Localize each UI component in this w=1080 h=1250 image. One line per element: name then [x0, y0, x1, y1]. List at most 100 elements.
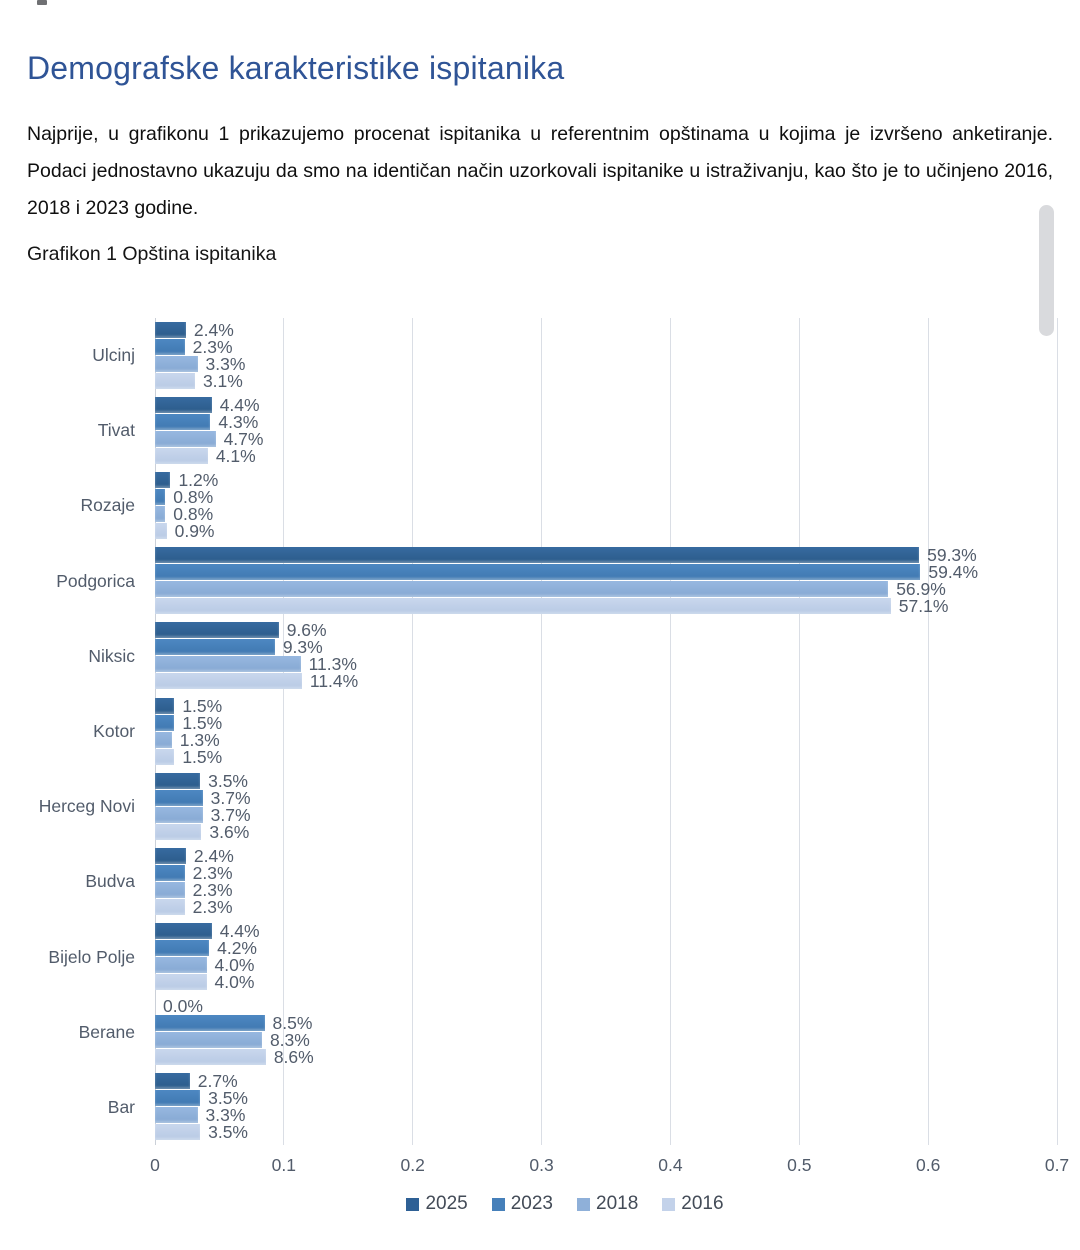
data-label: 8.5% [272, 1013, 313, 1034]
barline: 0.9% [155, 522, 1057, 540]
data-label: 4.3% [218, 411, 259, 432]
barline: 1.5% [155, 695, 1057, 716]
bar-2023 [155, 338, 185, 355]
data-label: 3.5% [208, 770, 248, 791]
bar-group-ulcinj: 2.4% 2.3% 3.3% 3.1% [155, 318, 1057, 393]
legend-item-2016: 2016 [662, 1193, 724, 1215]
bar-chart: 2.4% 2.3% 3.3% 3.1% 4.4% 4.3% 4.7% 4.1% 1.2% 0.8%… [0, 300, 1080, 1250]
data-label: 3.3% [205, 353, 246, 374]
barline: 0.0% [155, 997, 1057, 1015]
legend-swatch-icon [491, 1197, 505, 1211]
data-label: 4.2% [217, 938, 257, 959]
data-label: 2.3% [192, 336, 233, 357]
gridline [669, 318, 671, 1145]
bar-2016 [155, 522, 167, 539]
body-paragraph: Najprije, u grafikonu 1 prikazujemo proc… [27, 123, 1053, 219]
bar-2023 [155, 488, 166, 505]
bar-group-podgorica: 59.3% 59.4% 56.9% 57.1% [155, 544, 1057, 619]
legend-swatch-icon [662, 1197, 676, 1211]
barline: 1.5% [155, 748, 1057, 766]
bar-2023 [155, 864, 185, 881]
bar-2025 [155, 697, 175, 714]
barline: 3.6% [155, 821, 1057, 842]
data-label: 9.3% [282, 637, 323, 658]
bar-group-niksic: 9.6% 9.3% 11.3% 11.4% [155, 619, 1057, 694]
category-label: Rozaje [80, 495, 135, 516]
bar-2025 [155, 847, 186, 864]
x-axis-tick: 0.7 [1044, 1155, 1070, 1175]
bar-2016 [155, 372, 195, 389]
barline: 4.0% [155, 972, 1057, 993]
scrollbar-thumb[interactable] [1039, 205, 1054, 336]
data-label: 3.3% [205, 1105, 246, 1126]
bar-2023 [155, 940, 210, 957]
bar-rows: 2.4% 2.3% 3.3% 3.1% 4.4% 4.3% 4.7% 4.1% 1.2% 0.8%… [155, 318, 1057, 1145]
barline: 2.3% [155, 896, 1057, 917]
category-label: Podgorica [56, 570, 135, 591]
bar-group-bar: 2.7% 3.5% 3.3% 3.5% [155, 1070, 1057, 1145]
data-label: 4.4% [219, 394, 260, 415]
bar-2025 [155, 923, 212, 940]
barline: 1.3% [155, 731, 1057, 749]
barline: 4.7% [155, 430, 1057, 448]
data-label: 0.8% [173, 503, 214, 524]
category-label: Berane [78, 1021, 135, 1042]
barline: 59.3% [155, 546, 1057, 564]
data-label: 2.3% [192, 862, 233, 883]
barline: 2.7% [155, 1071, 1057, 1092]
bar-2023 [155, 789, 203, 806]
barline: 1.2% [155, 469, 1057, 490]
bar-2018 [155, 430, 216, 447]
bar-2016 [155, 598, 891, 615]
gridline [927, 318, 929, 1145]
barline: 11.3% [155, 655, 1057, 673]
barline: 9.3% [155, 637, 1057, 658]
page-edge-artifact [37, 0, 47, 5]
legend-item-2018: 2018 [577, 1193, 638, 1215]
chart-caption: Grafikon 1 Opština ispitanika [27, 243, 277, 265]
data-label: 2.7% [197, 1071, 238, 1092]
barline: 59.4% [155, 563, 1057, 581]
category-label: Tivat [97, 420, 135, 441]
data-label: 3.6% [209, 821, 250, 842]
bar-2025 [155, 396, 212, 413]
legend-label: 2016 [681, 1193, 724, 1214]
bar-2016 [155, 823, 202, 840]
barline: 1.5% [155, 714, 1057, 732]
barline: 4.4% [155, 394, 1057, 415]
data-label: 4.0% [214, 955, 255, 976]
bar-2018 [155, 656, 301, 673]
category-label: Herceg Novi [38, 796, 135, 817]
chart-legend: 2025 2023 2018 2016 [50, 1193, 1080, 1215]
data-label: 1.2% [178, 469, 219, 490]
x-axis-tick: 0.4 [658, 1155, 683, 1175]
data-label: 0.8% [173, 486, 214, 507]
bar-2023 [155, 1090, 201, 1107]
bar-group-rozaje: 1.2% 0.8% 0.8% 0.9% [155, 468, 1057, 543]
bar-group-tivat: 4.4% 4.3% 4.7% 4.1% [155, 393, 1057, 468]
barline: 0.8% [155, 503, 1057, 524]
barline: 0.8% [155, 486, 1057, 507]
data-label: 2.3% [192, 896, 233, 917]
bar-2025 [155, 772, 201, 789]
x-axis-tick: 0.1 [271, 1155, 297, 1175]
legend-label: 2018 [596, 1193, 639, 1214]
data-label: 1.5% [182, 695, 223, 716]
data-label: 4.0% [214, 972, 255, 993]
category-label: Niksic [88, 645, 135, 666]
x-axis-tick: 0 [150, 1155, 160, 1175]
x-axis-tick: 0.6 [915, 1155, 941, 1175]
data-label: 3.5% [208, 1122, 248, 1143]
barline: 57.1% [155, 596, 1057, 617]
bar-2016 [155, 898, 185, 915]
category-label: Ulcinj [92, 345, 135, 366]
data-label: 57.1% [898, 596, 949, 617]
bar-2016 [155, 748, 175, 765]
data-label: 3.1% [202, 370, 243, 391]
barline: 3.1% [155, 370, 1057, 391]
bar-2018 [155, 355, 198, 372]
barline: 3.5% [155, 770, 1057, 791]
data-label: 3.5% [208, 1088, 248, 1109]
bar-2018 [155, 806, 203, 823]
barline: 8.5% [155, 1013, 1057, 1034]
